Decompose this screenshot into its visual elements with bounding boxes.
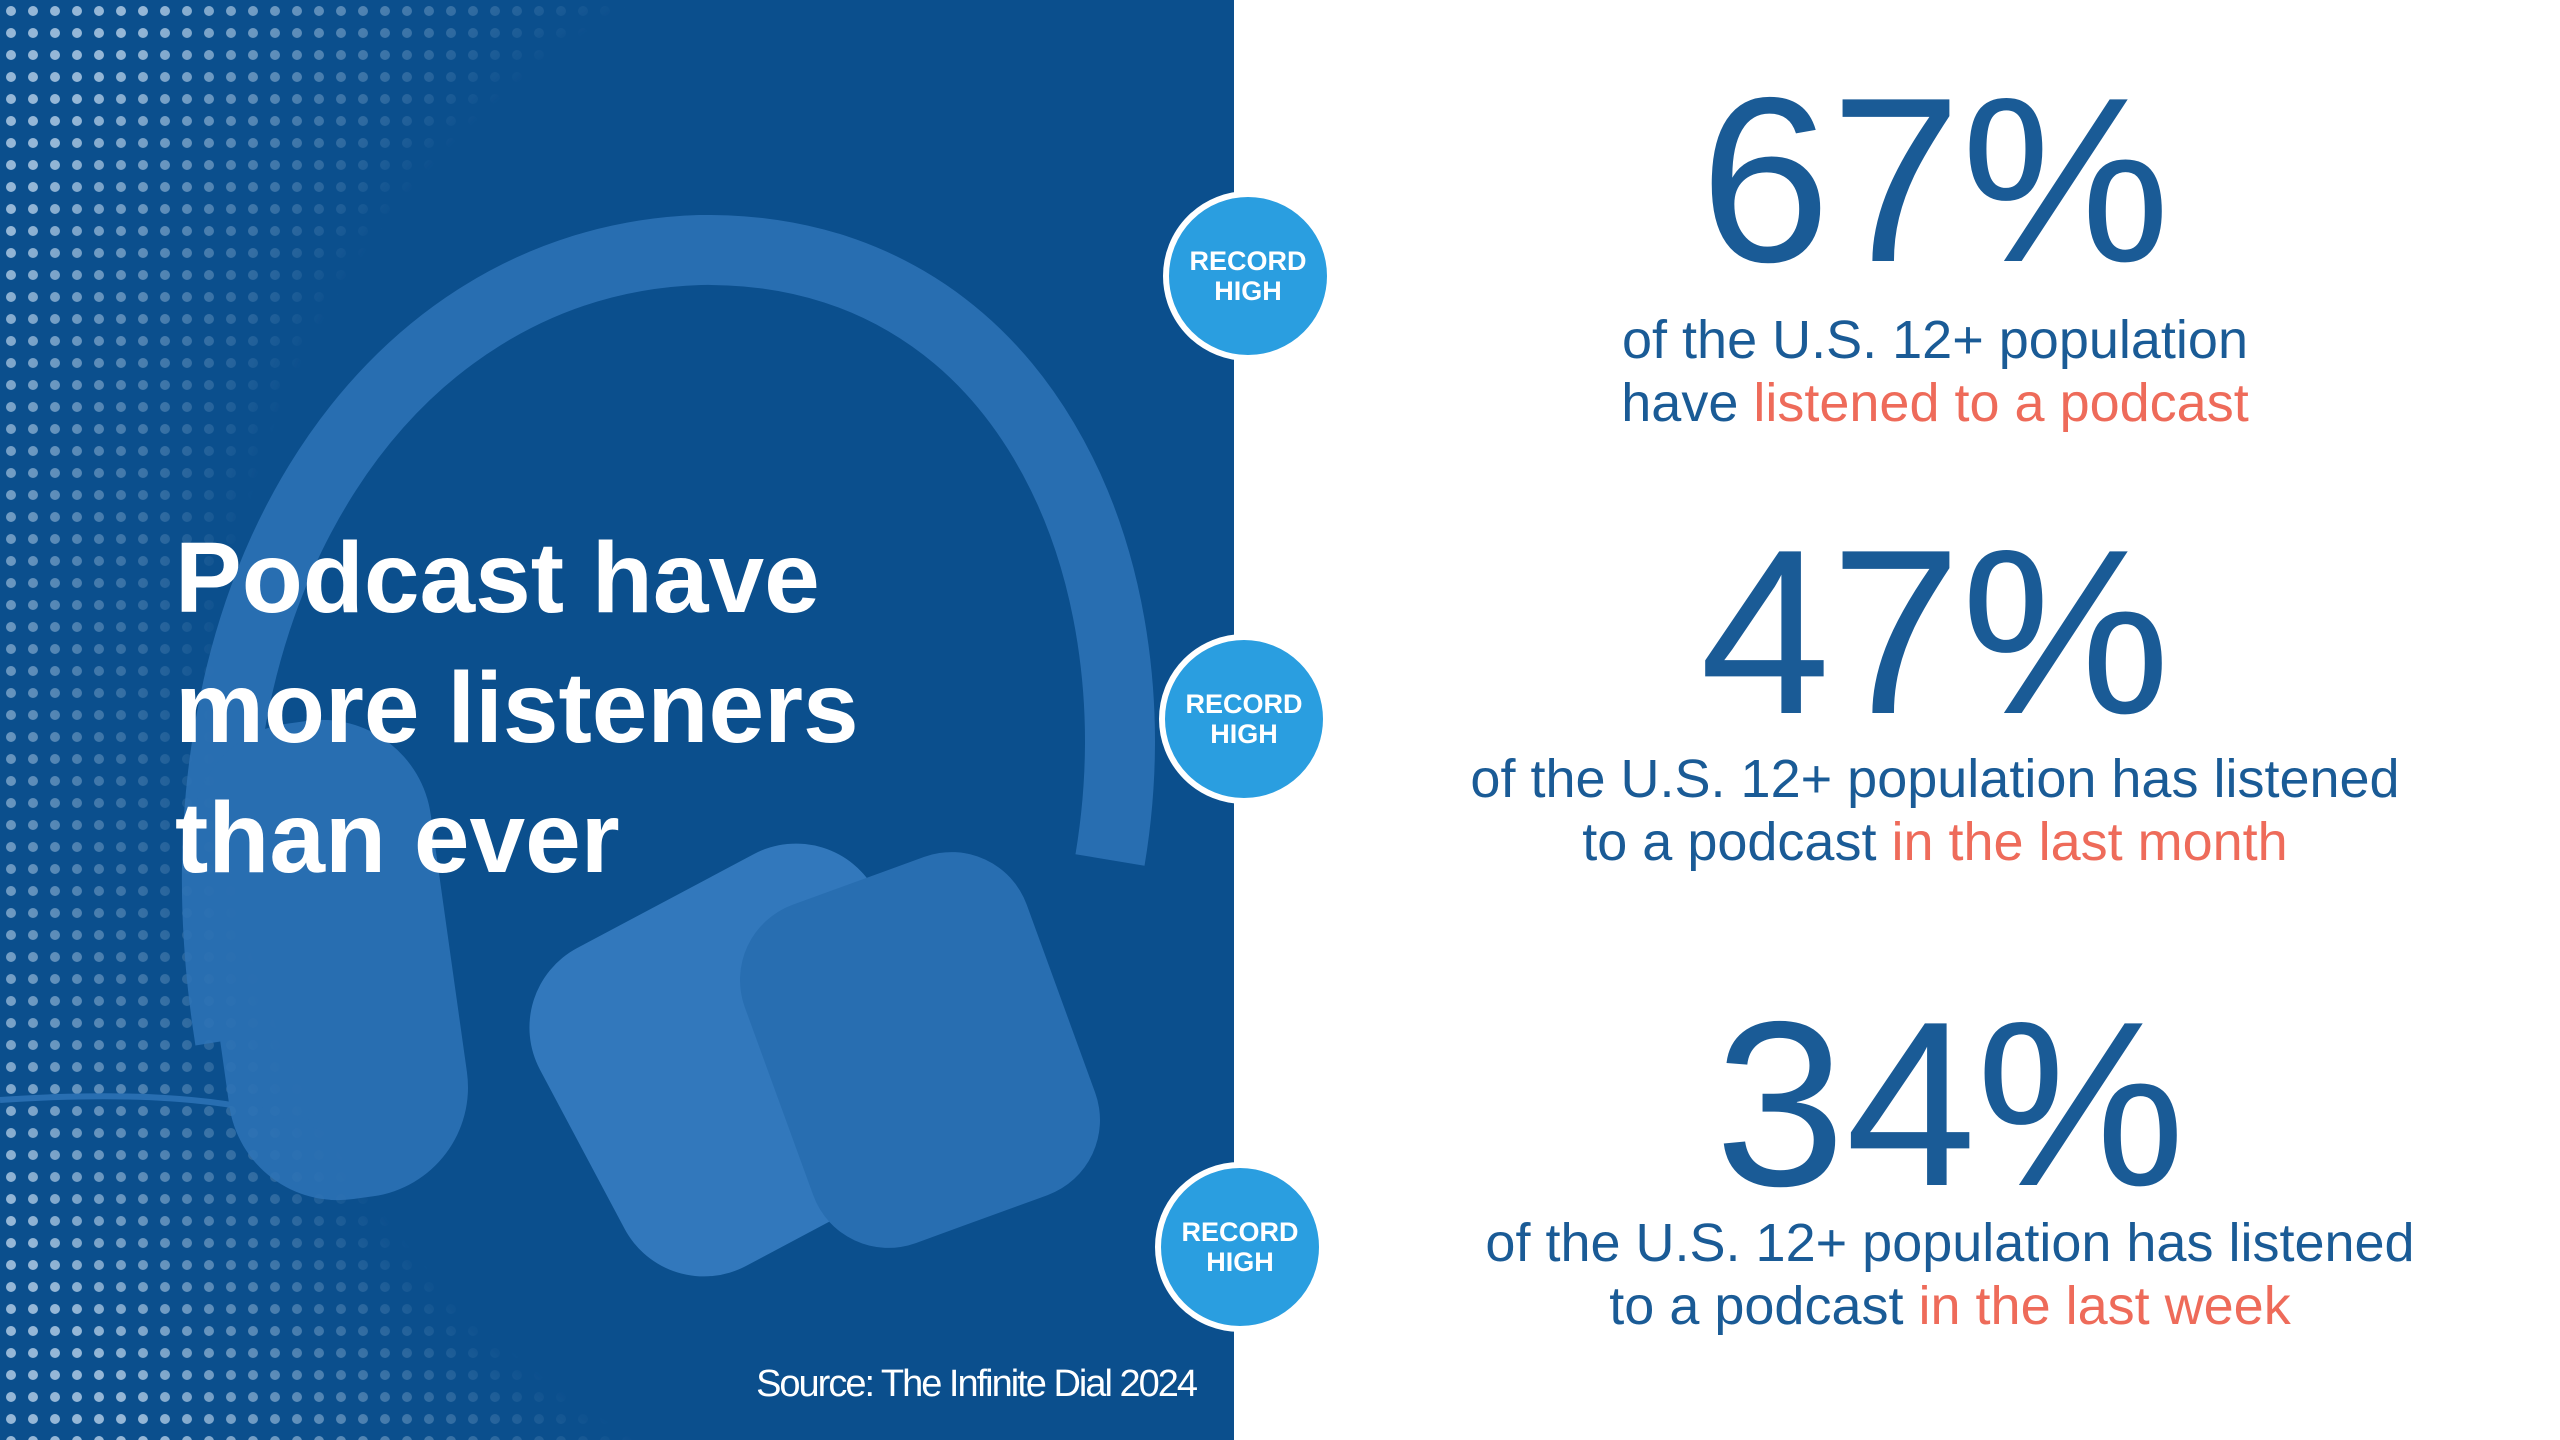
badge-text: HIGH bbox=[1210, 719, 1278, 749]
stat-text: have bbox=[1621, 373, 1738, 433]
stat-highlight: in the last week bbox=[1919, 1276, 2292, 1336]
stat-highlight: listened to a podcast bbox=[1753, 373, 2248, 433]
stat-text: to a podcast bbox=[1609, 1276, 1903, 1336]
headphones bbox=[0, 214, 1155, 1277]
badge-text: HIGH bbox=[1206, 1247, 1274, 1277]
badge-text: HIGH bbox=[1214, 276, 1282, 306]
source: Source: The Infinite Dial 2024 bbox=[756, 1363, 1198, 1405]
stat-line: of the U.S. 12+ population has listened bbox=[1485, 1213, 2414, 1273]
record-badge bbox=[1163, 191, 1333, 361]
stat-line: to a podcast in the last week bbox=[1609, 1276, 2291, 1336]
stat-line: of the U.S. 12+ population bbox=[1622, 310, 2248, 370]
stat-value: 47% bbox=[1700, 500, 2170, 763]
stat-line: of the U.S. 12+ population has listened bbox=[1470, 749, 2399, 809]
stat-value: 34% bbox=[1715, 972, 2185, 1235]
record-badge bbox=[1159, 634, 1329, 804]
stat-line: to a podcast in the last month bbox=[1582, 812, 2287, 872]
badge-text: RECORD bbox=[1185, 689, 1302, 719]
stat-text: to a podcast bbox=[1582, 812, 1876, 872]
stat-value: 67% bbox=[1700, 48, 2170, 311]
badge-text: RECORD bbox=[1181, 1217, 1298, 1247]
title-line: Podcast have bbox=[175, 522, 820, 634]
title-line: more listeners bbox=[175, 652, 859, 764]
stat-highlight: in the last month bbox=[1891, 812, 2287, 872]
record-badge bbox=[1155, 1162, 1325, 1332]
badge-text: RECORD bbox=[1189, 246, 1306, 276]
stat-line: have listened to a podcast bbox=[1621, 373, 2248, 433]
title-line: than ever bbox=[175, 782, 620, 894]
